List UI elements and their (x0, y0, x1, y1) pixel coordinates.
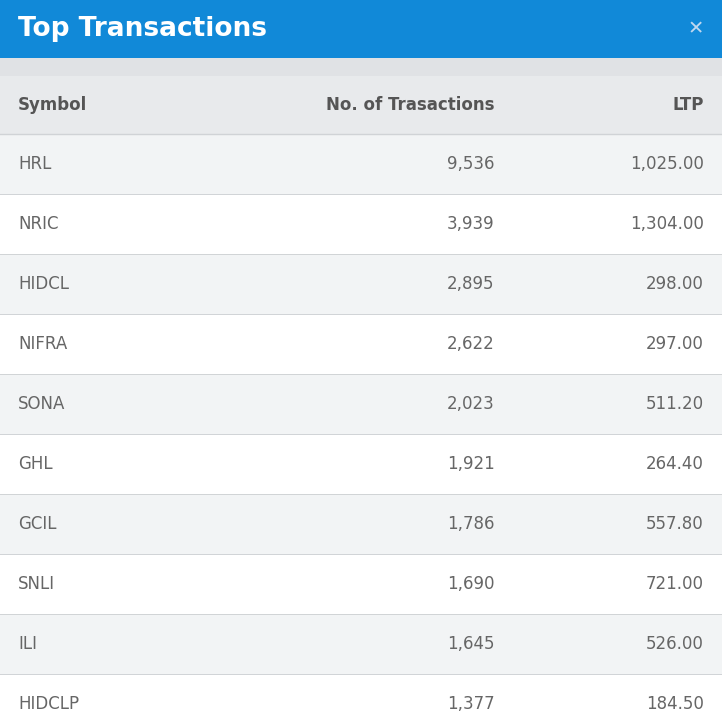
Text: SONA: SONA (18, 395, 66, 413)
Text: 1,690: 1,690 (447, 575, 495, 593)
Text: 184.50: 184.50 (646, 695, 704, 713)
Bar (0, 674, 722, 720)
Text: 1,025.00: 1,025.00 (630, 155, 704, 173)
Text: GCIL: GCIL (18, 515, 56, 533)
Text: 721.00: 721.00 (646, 575, 704, 593)
Bar (0, 0, 722, 58)
Text: NIFRA: NIFRA (18, 335, 67, 353)
Text: HIDCLP: HIDCLP (18, 695, 79, 713)
Text: 3,939: 3,939 (447, 215, 495, 233)
Text: 9,536: 9,536 (447, 155, 495, 173)
Text: 2,023: 2,023 (447, 395, 495, 413)
Text: 1,921: 1,921 (447, 455, 495, 473)
Text: HRL: HRL (18, 155, 51, 173)
Text: 1,786: 1,786 (447, 515, 495, 533)
Bar (0, 434, 722, 494)
Text: 264.40: 264.40 (646, 455, 704, 473)
Text: Top Transactions: Top Transactions (18, 16, 267, 42)
Bar (0, 194, 722, 254)
Text: LTP: LTP (673, 96, 704, 114)
Text: NRIC: NRIC (18, 215, 58, 233)
Bar (0, 554, 722, 614)
Text: 1,377: 1,377 (447, 695, 495, 713)
Bar (0, 494, 722, 554)
Text: 526.00: 526.00 (646, 635, 704, 653)
Bar (0, 134, 722, 194)
Text: 557.80: 557.80 (646, 515, 704, 533)
Text: 298.00: 298.00 (646, 275, 704, 293)
Text: 1,304.00: 1,304.00 (630, 215, 704, 233)
Text: No. of Trasactions: No. of Trasactions (326, 96, 495, 114)
Text: 2,895: 2,895 (447, 275, 495, 293)
Text: 1,645: 1,645 (447, 635, 495, 653)
Text: 297.00: 297.00 (646, 335, 704, 353)
Text: GHL: GHL (18, 455, 53, 473)
Bar (0, 314, 722, 374)
Text: Symbol: Symbol (18, 96, 87, 114)
Bar (0, 254, 722, 314)
Text: 2,622: 2,622 (447, 335, 495, 353)
Text: 511.20: 511.20 (645, 395, 704, 413)
Bar (0, 76, 722, 720)
Bar (0, 374, 722, 434)
Text: SNLI: SNLI (18, 575, 55, 593)
Text: ILI: ILI (18, 635, 37, 653)
Bar (0, 614, 722, 674)
Bar (0, 76, 722, 134)
Text: HIDCL: HIDCL (18, 275, 69, 293)
Text: ✕: ✕ (687, 19, 704, 38)
